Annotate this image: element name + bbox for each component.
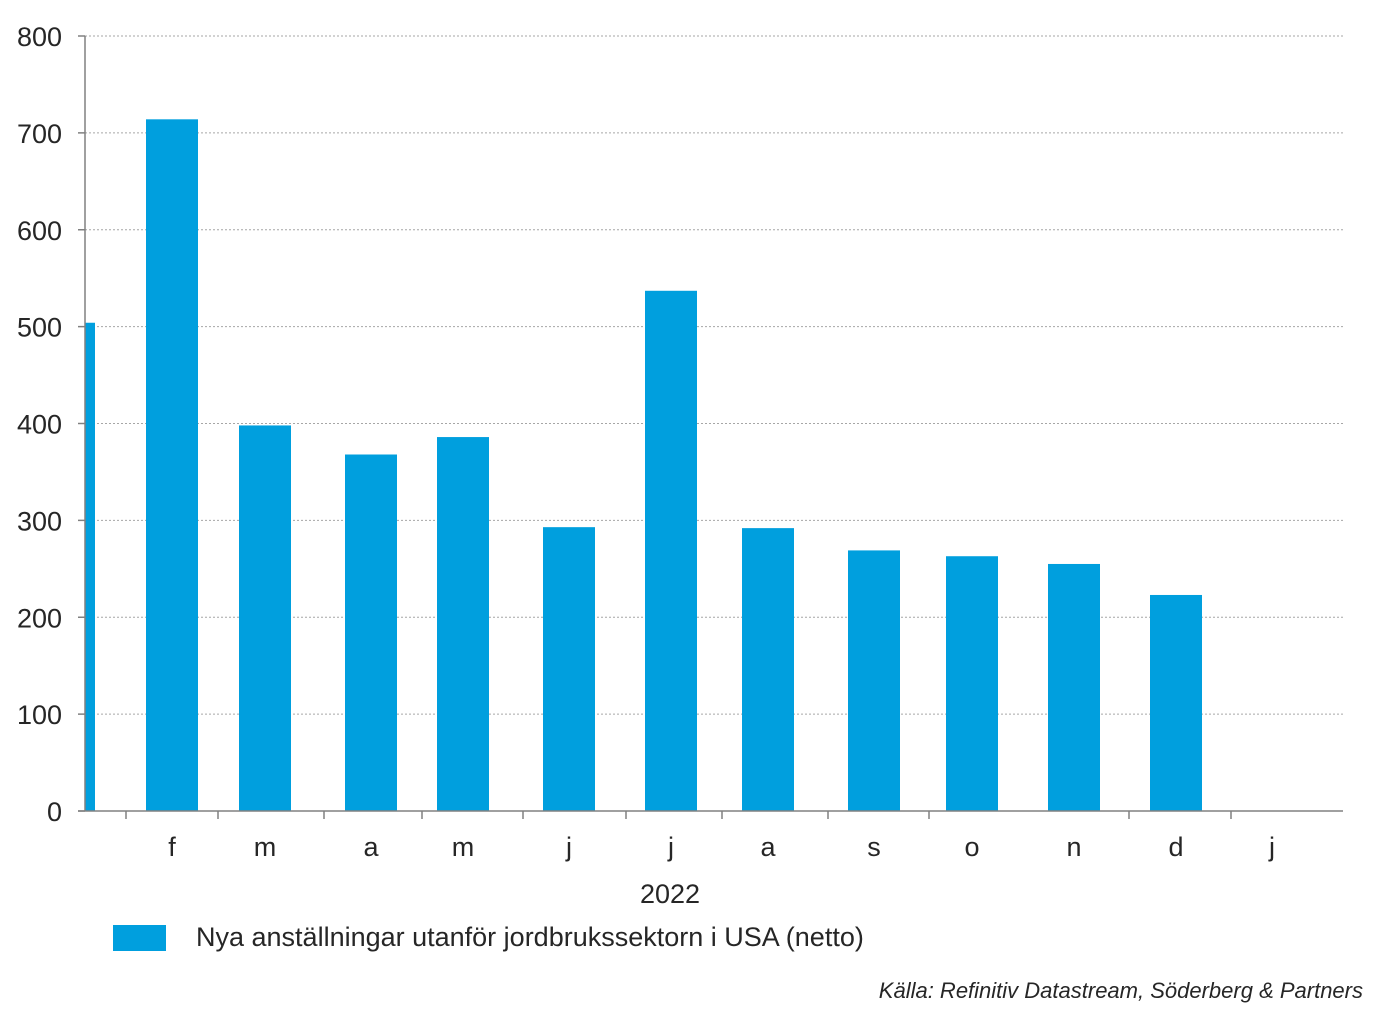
bar <box>645 290 697 811</box>
x-tick-label: a <box>363 832 379 862</box>
legend: Nya anställningar utanför jordbrukssekto… <box>113 922 864 953</box>
y-tick-label: 100 <box>17 700 62 730</box>
bar <box>946 556 998 811</box>
y-tick-label: 400 <box>17 410 62 440</box>
x-group-label: 2022 <box>640 879 700 909</box>
x-tick-label: j <box>565 832 572 862</box>
y-tick-label: 0 <box>47 797 62 827</box>
x-tick-label: d <box>1168 832 1183 862</box>
bars <box>85 119 1202 811</box>
bar <box>1048 563 1100 811</box>
bar <box>85 322 95 811</box>
y-tick-label: 500 <box>17 313 62 343</box>
x-tick-label: j <box>667 832 674 862</box>
bar <box>146 119 198 811</box>
y-tick-label: 300 <box>17 506 62 536</box>
y-tick-label: 700 <box>17 119 62 149</box>
y-tick-label: 200 <box>17 603 62 633</box>
bar <box>345 454 397 811</box>
legend-swatch <box>113 924 166 951</box>
x-tick-label: m <box>254 832 277 862</box>
x-tick-label: a <box>760 832 776 862</box>
x-tick-label: s <box>867 832 881 862</box>
legend-label: Nya anställningar utanför jordbrukssekto… <box>196 922 864 952</box>
x-tick-label: n <box>1066 832 1081 862</box>
bar <box>543 527 595 811</box>
x-tick-label: o <box>964 832 979 862</box>
x-tick-label: m <box>452 832 475 862</box>
x-tick-label: j <box>1268 832 1275 862</box>
bar <box>239 425 291 811</box>
bar <box>1150 594 1202 811</box>
axes <box>78 35 1343 819</box>
gridlines <box>85 35 1343 715</box>
bar <box>742 528 794 811</box>
x-tick-label: f <box>168 832 176 862</box>
y-tick-labels: 0 100 200 300 400 500 600 700 800 <box>17 22 62 827</box>
bar <box>437 437 489 811</box>
bar <box>848 550 900 811</box>
y-tick-label: 600 <box>17 216 62 246</box>
y-tick-label: 800 <box>17 22 62 52</box>
source-note: Källa: Refinitiv Datastream, Söderberg &… <box>878 978 1363 1003</box>
